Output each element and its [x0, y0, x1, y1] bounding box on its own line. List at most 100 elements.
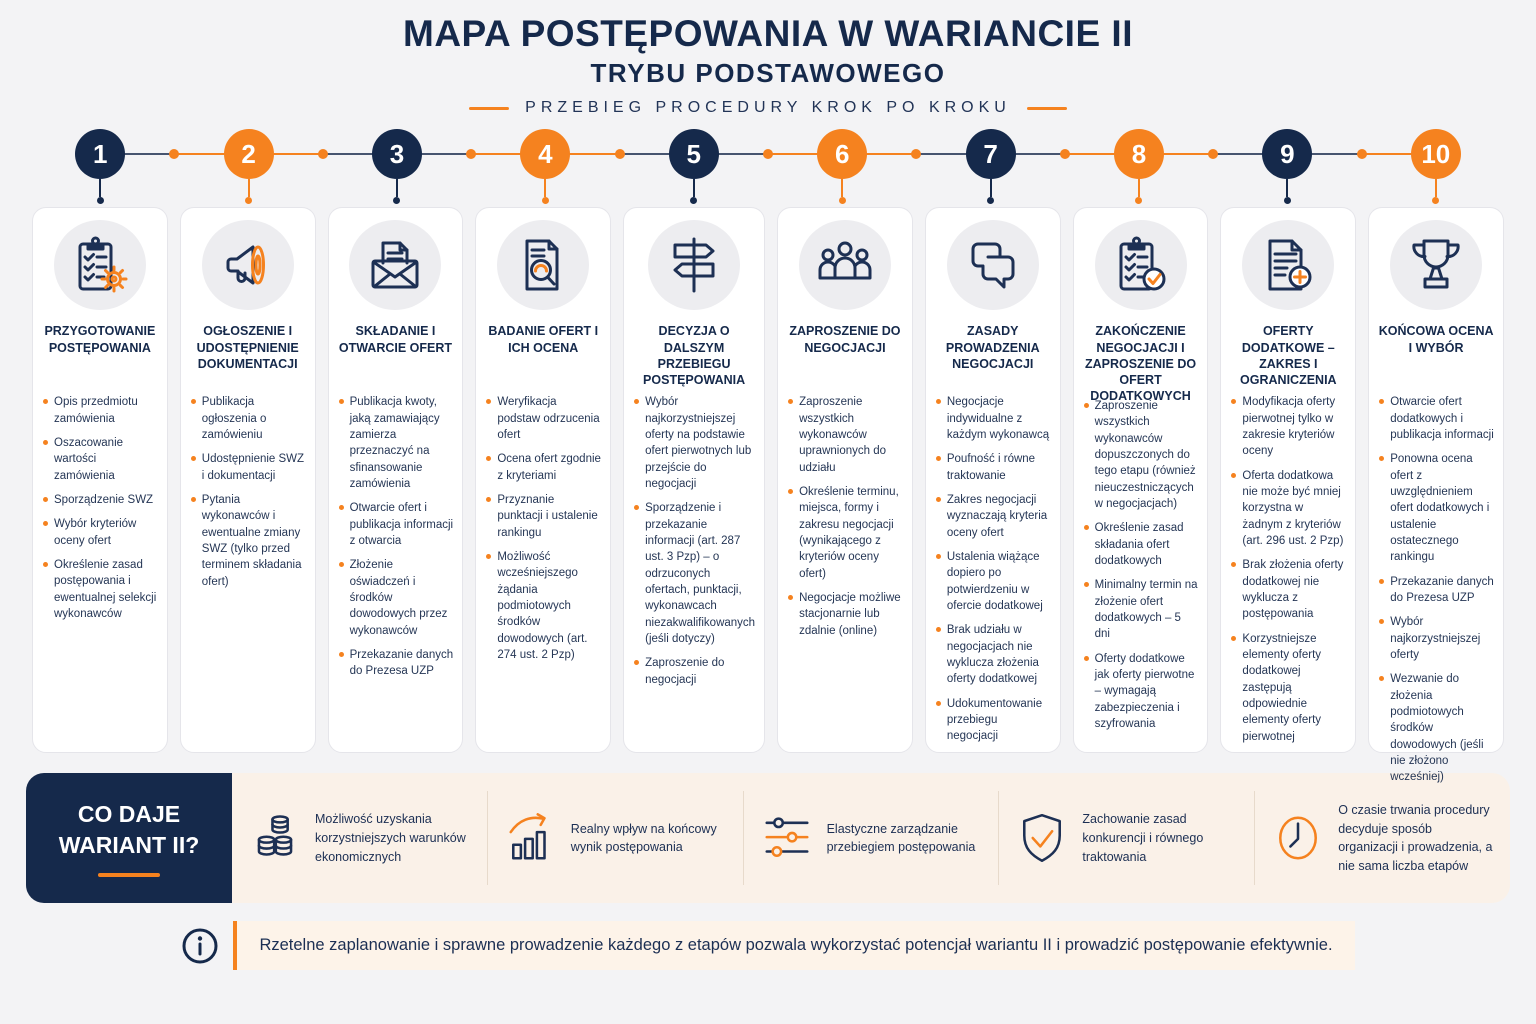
timeline-stem	[395, 179, 398, 198]
timeline-stem-dot	[96, 197, 104, 205]
step-bullets: Opis przedmiotu zamówienia Oszacowanie w…	[42, 394, 158, 630]
timeline-connector	[990, 153, 1065, 156]
step-bullets: Modyfikacja oferty pierwotnej tylko w za…	[1230, 394, 1346, 753]
timeline-connector	[1361, 153, 1436, 156]
step-card-5: DECYZJA O DALSZYM PRZEBIEGU POSTĘPOWANIA…	[623, 207, 766, 754]
step-cards: PRZYGOTOWANIE POSTĘPOWANIA Opis przedmio…	[0, 207, 1536, 783]
bullet-item: Oszacowanie wartości zamówienia	[42, 435, 158, 484]
timeline-stem	[841, 179, 844, 198]
bullet-item: Ponowna ocena ofert z uwzględnieniem ofe…	[1378, 451, 1494, 565]
bullet-item: Brak udziału w negocjacjach nie wyklucza…	[935, 622, 1051, 687]
step-card-2: OGŁOSZENIE I UDOSTĘPNIENIE DOKUMENTACJI …	[179, 207, 316, 754]
growth-chart-icon	[509, 813, 546, 860]
timeline-connector	[767, 153, 843, 156]
benefits-heading-underline	[98, 873, 160, 878]
tagline-dash-left	[469, 106, 510, 110]
benefit-text: Elastyczne zarządzanie przebiegiem postę…	[826, 821, 976, 855]
timeline-connector	[397, 153, 472, 156]
bullet-item: Udostępnienie SWZ i dokumentacji	[190, 451, 306, 484]
timeline-connector	[471, 153, 546, 156]
bullet-item: Określenie zasad postępowania i ewentual…	[42, 557, 158, 622]
benefit-text: Możliwość uzyskania korzystniejszych war…	[315, 812, 466, 864]
timeline-connector	[1213, 153, 1288, 156]
timeline-stem-dot	[541, 197, 549, 205]
signpost-icon	[648, 220, 741, 311]
timeline-node-8: 8	[1059, 129, 1214, 207]
step-bullets: Wybór najkorzystniejszej oferty na podst…	[633, 394, 755, 696]
step-title: DECYZJA O DALSZYM PRZEBIEGU POSTĘPOWANIA	[643, 324, 746, 388]
timeline-stem-dot	[987, 197, 995, 205]
timeline-connector	[619, 153, 694, 156]
step-bullets: Zaproszenie wszystkich wykonawców dopusz…	[1083, 398, 1199, 740]
timeline-connector	[1064, 153, 1139, 156]
step-title: BADANIE OFERT I ICH OCENA	[488, 324, 599, 355]
timeline-connector	[916, 153, 991, 156]
step-card-8: ZAKOŃCZENIE NEGOCJACJI I ZAPROSZENIE DO …	[1072, 207, 1209, 754]
step-bullets: Weryfikacja podstaw odrzucenia ofert Oce…	[485, 394, 601, 671]
bullet-item: Złożenie oświadczeń i środków dowodowych…	[338, 557, 454, 639]
bullet-item: Zaproszenie do negocjacji	[633, 655, 755, 688]
timeline-dot	[466, 149, 477, 160]
step-title: ZASADY PROWADZENIA NEGOCJACJI	[945, 324, 1040, 371]
step-bullets: Negocjacje indywidualne z każdym wykonaw…	[935, 394, 1051, 752]
tagline-dash-right	[1026, 106, 1067, 110]
bullet-item: Publikacja kwoty, jaką zamawiający zamie…	[338, 394, 454, 492]
document-plus-icon	[1242, 220, 1335, 311]
bullet-item: Ustalenia wiążące dopiero po potwierdzen…	[935, 549, 1051, 614]
bullet-item: Oferty dodatkowe jak oferty pierwotne – …	[1083, 651, 1199, 733]
timeline-node-7: 7	[911, 129, 1065, 207]
timeline-stem-dot	[690, 197, 698, 205]
bullet-item: Korzystniejsze elementy oferty dodatkowe…	[1230, 631, 1346, 745]
benefit-item-result: Realny wpływ na końcowy wynik postępowan…	[486, 791, 743, 886]
bullet-item: Wybór najkorzystniejszej oferty na podst…	[633, 394, 755, 492]
bullet-item: Wybór najkorzystniejszej oferty	[1378, 614, 1494, 663]
step-title: ZAKOŃCZENIE NEGOCJACJI I ZAPROSZENIE DO …	[1084, 324, 1197, 404]
trophy-icon	[1390, 220, 1483, 311]
step-title: OFERTY DODATKOWE – ZAKRES I OGRANICZENIA	[1240, 324, 1337, 388]
bullet-item: Zaproszenie wszystkich wykonawców uprawn…	[787, 394, 903, 476]
tagline-row: PRZEBIEG PROCEDURY KROK PO KROKU	[0, 99, 1536, 117]
benefits-section: CO DAJE WARIANT II? Możliwość uzyskania …	[26, 773, 1510, 904]
infographic: MAPA POSTĘPOWANIA W WARIANCIE II TRYBU P…	[0, 13, 1536, 971]
tagline: PRZEBIEG PROCEDURY KROK PO KROKU	[525, 99, 1011, 117]
bullet-item: Modyfikacja oferty pierwotnej tylko w za…	[1230, 394, 1346, 459]
timeline-node-6: 6	[762, 129, 917, 207]
benefit-item-fairness: Zachowanie zasad konkurencji i równego t…	[998, 791, 1254, 886]
step-title: ZAPROSZENIE DO NEGOCJACJI	[789, 324, 901, 355]
step-title: PRZYGOTOWANIE POSTĘPOWANIA	[44, 324, 156, 355]
bullet-item: Oferta dodatkowa nie może być mniej korz…	[1230, 468, 1346, 550]
timeline: 1 2 3 4 5	[0, 129, 1536, 207]
step-bullets: Zaproszenie wszystkich wykonawców uprawn…	[787, 394, 903, 647]
timeline-node-10: 10	[1356, 129, 1510, 207]
step-title: OGŁOSZENIE I UDOSTĘPNIENIE DOKUMENTACJI	[196, 324, 299, 371]
timeline-connector	[693, 153, 768, 156]
bullet-item: Przekazanie danych do Prezesa UZP	[338, 647, 454, 680]
timeline-stem	[544, 179, 547, 198]
shield-check-icon	[1023, 814, 1062, 863]
timeline-connector	[1139, 153, 1214, 156]
timeline-stem	[1286, 179, 1289, 198]
step-card-10: KOŃCOWA OCENA I WYBÓR Otwarcie ofert dod…	[1368, 207, 1504, 783]
timeline-node-4: 4	[466, 129, 620, 207]
step-card-4: BADANIE OFERT I ICH OCENA Weryfikacja po…	[475, 207, 612, 754]
clipboard-check-icon	[1094, 220, 1187, 311]
benefit-item-flexibility: Elastyczne zarządzanie przebiegiem postę…	[742, 791, 999, 886]
bullet-item: Ocena ofert zgodnie z kryteriami	[485, 451, 601, 484]
step-number-badge: 8	[1113, 129, 1164, 180]
step-bullets: Publikacja ogłoszenia o zamówieniu Udost…	[190, 394, 306, 598]
people-group-icon	[798, 220, 891, 311]
timeline-stem	[99, 179, 102, 198]
bullet-item: Udokumentowanie przebiegu negocjacji	[935, 696, 1051, 745]
step-number-badge: 6	[817, 129, 868, 180]
step-bullets: Otwarcie ofert dodatkowych i publikacja …	[1378, 394, 1494, 793]
benefit-item-duration: O czasie trwania procedury decyduje spos…	[1254, 791, 1510, 886]
timeline-dot	[911, 149, 922, 160]
document-magnifier-icon	[497, 220, 590, 311]
step-number-badge: 3	[371, 129, 422, 180]
step-card-7: ZASADY PROWADZENIA NEGOCJACJI Negocjacje…	[924, 207, 1061, 754]
step-number-badge: 2	[223, 129, 274, 180]
timeline-dot	[614, 149, 625, 160]
step-card-1: PRZYGOTOWANIE POSTĘPOWANIA Opis przedmio…	[32, 207, 168, 754]
timeline-connector	[100, 153, 175, 156]
bullet-item: Opis przedmiotu zamówienia	[42, 394, 158, 427]
